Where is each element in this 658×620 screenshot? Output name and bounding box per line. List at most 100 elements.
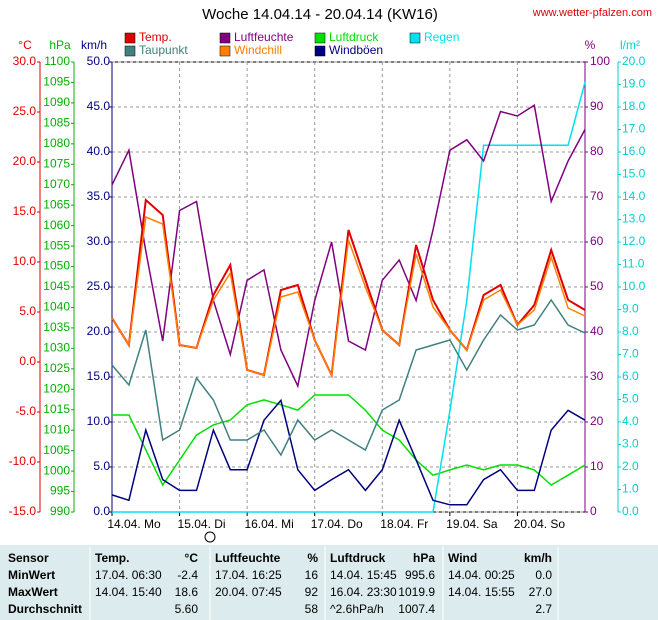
y-tick-label: 5.0 — [93, 459, 110, 473]
y-tick-label: 1090 — [43, 95, 70, 109]
y-tick-label: 8.0 — [622, 324, 639, 338]
y-tick-label: 1085 — [43, 116, 70, 130]
y-tick-label: 13.0 — [622, 212, 646, 226]
y-tick-label: 3.0 — [622, 437, 639, 451]
y-tick-label: 1000 — [43, 463, 70, 477]
y-tick-label: 10.0 — [13, 254, 37, 268]
y-tick-label: 1015 — [43, 402, 70, 416]
y-tick-label: 17.0 — [622, 122, 646, 136]
table-cell: 17.04. 16:25 — [215, 568, 282, 582]
y-tick-label: 5.0 — [622, 392, 639, 406]
table-cell: 14.04. 15:40 — [95, 585, 162, 599]
series-line — [111, 215, 586, 378]
y-tick-label: 1030 — [43, 341, 70, 355]
source: www.wetter-pfalzen.com — [532, 7, 652, 19]
legend-swatch — [314, 32, 326, 44]
y-tick-label: -10.0 — [9, 454, 37, 468]
table-header: Wind — [448, 551, 477, 565]
y-tick-label: 60 — [590, 234, 604, 248]
y-tick-label: 5.0 — [19, 304, 36, 318]
table-cell: -2.4 — [177, 568, 198, 582]
x-tick-label: 17.04. Do — [311, 517, 363, 531]
x-tick-label: 19.04. Sa — [446, 517, 498, 531]
y-tick-label: 1035 — [43, 320, 70, 334]
row-label: Durchschnitt — [8, 602, 82, 616]
table-cell: 58 — [305, 602, 319, 616]
legend-label: Regen — [424, 30, 459, 44]
legend-swatch — [124, 32, 136, 44]
y-tick-label: 90 — [590, 99, 604, 113]
axis-unit: km/h — [81, 38, 107, 52]
legend-swatch — [409, 32, 421, 44]
table-cell: 5.60 — [175, 602, 199, 616]
chart-title: Woche 14.04.14 - 20.04.14 (KW16) — [202, 6, 438, 23]
table-cell: 14.04. 15:55 — [448, 585, 515, 599]
y-tick-label: 0 — [590, 504, 597, 518]
axis-unit: hPa — [49, 38, 71, 52]
y-tick-label: 14.0 — [622, 189, 646, 203]
y-tick-label: 50 — [590, 279, 604, 293]
y-tick-label: 45.0 — [87, 99, 111, 113]
y-tick-label: 1045 — [43, 279, 70, 293]
y-tick-label: 1025 — [43, 361, 70, 375]
y-tick-label: 1050 — [43, 259, 70, 273]
y-tick-label: 70 — [590, 189, 604, 203]
y-tick-label: 40.0 — [87, 144, 111, 158]
row-label: MaxWert — [8, 585, 58, 599]
y-tick-label: 1020 — [43, 381, 70, 395]
y-tick-label: 1010 — [43, 422, 70, 436]
series-line — [112, 82, 586, 513]
y-tick-label: 0.0 — [93, 504, 110, 518]
y-tick-label: 1100 — [44, 54, 70, 68]
table-cell: 17.04. 06:30 — [95, 568, 162, 582]
y-tick-label: 30 — [590, 369, 604, 383]
table-header: % — [307, 551, 318, 565]
y-tick-label: 15.0 — [87, 369, 111, 383]
table-header: hPa — [413, 551, 435, 565]
y-tick-label: 15.0 — [13, 204, 37, 218]
table-header: Sensor — [8, 551, 49, 565]
y-tick-label: 100 — [590, 54, 610, 68]
table-header: °C — [185, 551, 199, 565]
legend-label: Taupunkt — [139, 43, 188, 57]
y-tick-label: 0.0 — [19, 354, 36, 368]
y-tick-label: 1070 — [43, 177, 70, 191]
table-cell: ^2.6hPa/h — [330, 602, 384, 616]
y-tick-label: 10.0 — [622, 279, 646, 293]
y-tick-label: 0.0 — [622, 504, 639, 518]
series-line — [111, 298, 586, 457]
table-header: Temp. — [95, 551, 129, 565]
y-tick-label: 6.0 — [622, 369, 639, 383]
y-tick-label: 80 — [590, 144, 604, 158]
y-tick-label: 1.0 — [622, 482, 639, 496]
legend-label: Luftdruck — [329, 30, 379, 44]
legend-swatch — [314, 45, 326, 57]
series-line — [111, 398, 586, 506]
series-line — [111, 103, 586, 389]
table-cell: 16 — [305, 568, 319, 582]
y-tick-label: 50.0 — [87, 54, 111, 68]
table-cell: 16.04. 23:30 — [330, 585, 397, 599]
y-tick-label: 10.0 — [87, 414, 111, 428]
y-tick-label: 1060 — [43, 218, 70, 232]
y-tick-label: 11.0 — [622, 257, 645, 271]
legend-swatch — [219, 32, 231, 44]
y-tick-label: 18.0 — [622, 99, 646, 113]
table-cell: 27.0 — [529, 585, 553, 599]
y-tick-label: 1080 — [43, 136, 70, 150]
x-tick-label: 15.04. Di — [178, 517, 226, 531]
table-cell: 2.7 — [535, 602, 552, 616]
y-tick-label: 19.0 — [622, 77, 646, 91]
table-cell: 20.04. 07:45 — [215, 585, 282, 599]
y-tick-label: 995 — [50, 484, 70, 498]
y-tick-label: 30.0 — [87, 234, 111, 248]
y-tick-label: 1005 — [43, 443, 70, 457]
legend-label: Temp. — [139, 30, 172, 44]
table-cell: 14.04. 00:25 — [448, 568, 515, 582]
y-tick-label: 2.0 — [622, 459, 639, 473]
legend-swatch — [219, 45, 231, 57]
y-tick-label: 1055 — [43, 238, 70, 252]
table-cell: 14.04. 15:45 — [330, 568, 397, 582]
